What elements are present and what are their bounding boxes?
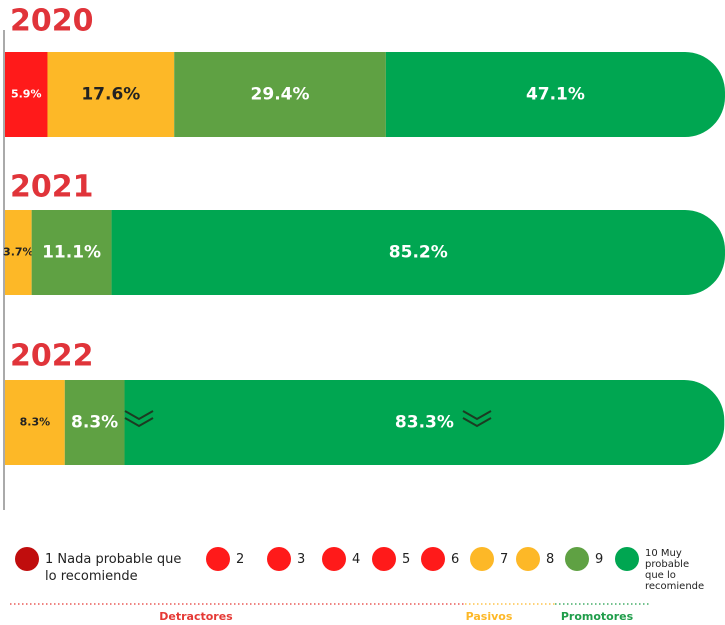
bar-segment bbox=[5, 210, 32, 295]
value-label: 8.3% bbox=[71, 413, 118, 433]
year-label: 2020 bbox=[10, 4, 94, 39]
year-label: 2021 bbox=[10, 170, 94, 205]
value-label: 8.3% bbox=[20, 416, 51, 429]
bar-segment bbox=[124, 380, 725, 465]
legend-label: 3 bbox=[297, 552, 306, 567]
legend-label: 1 Nada probable que lo recomiende bbox=[45, 552, 182, 584]
legend-label: 4 bbox=[352, 552, 361, 567]
legend-label: 2 bbox=[236, 552, 245, 567]
bar-segment bbox=[385, 52, 725, 137]
legend-swatch bbox=[565, 547, 589, 571]
chevron bbox=[462, 417, 492, 428]
value-label: 11.1% bbox=[42, 243, 101, 263]
legend-swatch bbox=[267, 547, 291, 571]
value-label: 17.6% bbox=[81, 85, 140, 105]
legend-swatch bbox=[516, 547, 540, 571]
chevron-icon bbox=[124, 410, 154, 428]
legend-label: 9 bbox=[595, 552, 604, 567]
chevron bbox=[462, 410, 492, 421]
value-label: 47.1% bbox=[526, 85, 585, 105]
bar-segment bbox=[5, 52, 48, 137]
legend-label: 5 bbox=[402, 552, 411, 567]
group-label: Detractores bbox=[159, 610, 233, 623]
legend-label: 7 bbox=[500, 552, 509, 567]
bar-segment bbox=[64, 380, 125, 465]
bar-segment bbox=[47, 52, 175, 137]
chevron bbox=[124, 417, 154, 428]
legend-swatch bbox=[206, 547, 230, 571]
legend-swatch bbox=[372, 547, 396, 571]
legend-label: 8 bbox=[546, 552, 555, 567]
legend-swatch bbox=[421, 547, 445, 571]
value-label: 5.9% bbox=[11, 88, 42, 101]
legend-label: 6 bbox=[451, 552, 460, 567]
chevron-icon bbox=[462, 410, 492, 428]
value-label: 3.7% bbox=[3, 246, 34, 259]
legend-label: 10 Muy probable que lo recomiende bbox=[645, 548, 705, 592]
legend-swatch bbox=[615, 547, 639, 571]
legend-swatch bbox=[322, 547, 346, 571]
legend-swatch bbox=[15, 547, 39, 571]
value-label: 29.4% bbox=[251, 85, 310, 105]
value-label: 83.3% bbox=[395, 413, 454, 433]
year-label: 2022 bbox=[10, 339, 94, 374]
bar-segment bbox=[31, 210, 112, 295]
bar-segment bbox=[174, 52, 386, 137]
chevron bbox=[124, 410, 154, 421]
bar-segment bbox=[5, 380, 65, 465]
bar-segment bbox=[111, 210, 725, 295]
value-label: 85.2% bbox=[389, 243, 448, 263]
group-label: Pasivos bbox=[465, 610, 513, 623]
legend-swatch bbox=[470, 547, 494, 571]
group-label: Promotores bbox=[560, 610, 634, 623]
